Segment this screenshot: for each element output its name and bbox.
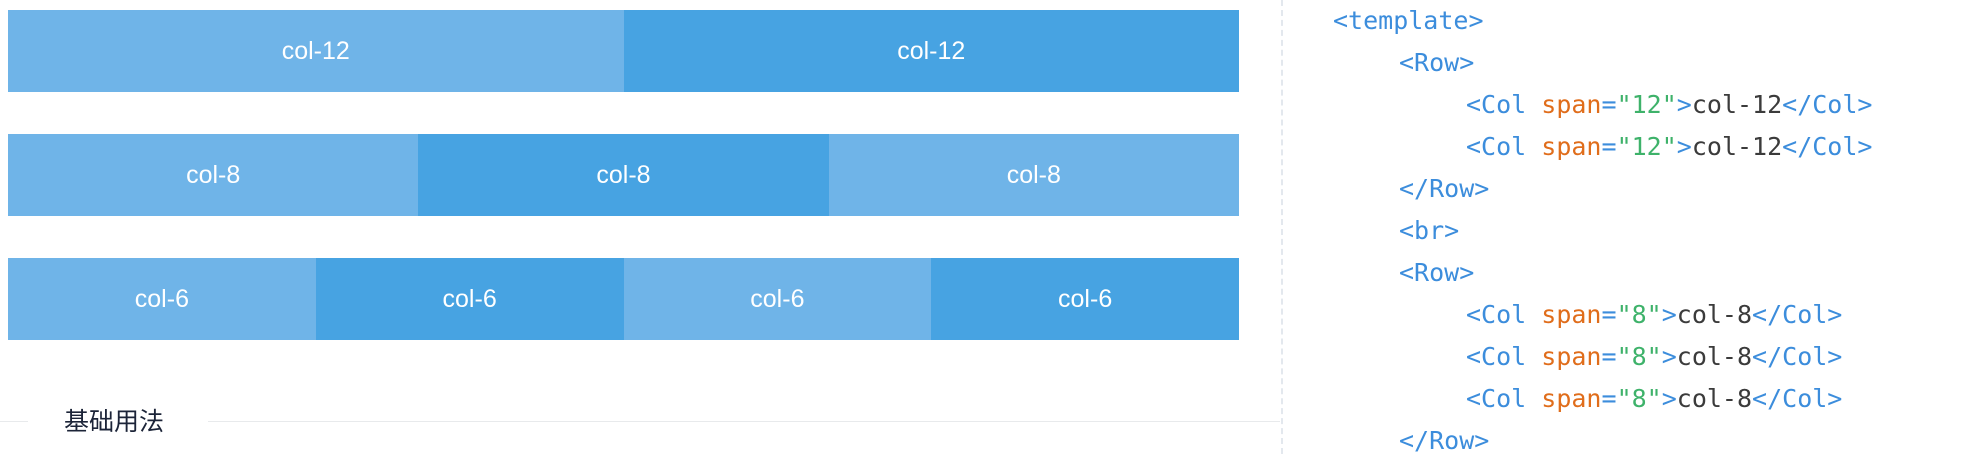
code-tag: </Row> xyxy=(1399,426,1490,454)
code-text: col-8 xyxy=(1676,300,1753,329)
code-eq: = xyxy=(1601,300,1617,329)
code-value: "8" xyxy=(1616,300,1662,329)
code-attr: span xyxy=(1541,300,1602,329)
code-line: <template> xyxy=(1333,0,1484,42)
code-tag: > xyxy=(1676,132,1692,161)
code-tag: > xyxy=(1661,342,1677,371)
code-tag: </Col> xyxy=(1752,342,1843,371)
section-divider-right xyxy=(208,421,1280,422)
grid-row-span-6: col-6 col-6 col-6 col-6 xyxy=(8,258,1239,340)
panel-separator xyxy=(1281,0,1283,454)
code-value: "12" xyxy=(1616,132,1677,161)
code-eq: = xyxy=(1601,342,1617,371)
code-text: col-8 xyxy=(1676,384,1753,413)
grid-col-6: col-6 xyxy=(931,258,1239,340)
grid-col-12: col-12 xyxy=(623,10,1239,92)
code-line: <Col span="8">col-8</Col> xyxy=(1466,336,1842,378)
code-tag: <Row> xyxy=(1399,258,1475,287)
code-value: "8" xyxy=(1616,342,1662,371)
grid-col-8: col-8 xyxy=(418,134,829,216)
code-line: </Row> xyxy=(1399,420,1489,454)
code-tag: <Row> xyxy=(1399,48,1475,77)
code-tag: </Col> xyxy=(1782,90,1873,119)
code-tag: </Col> xyxy=(1782,132,1873,161)
code-line: </Row> xyxy=(1399,168,1489,210)
section-divider-left xyxy=(0,421,28,422)
code-tag: <Col xyxy=(1466,384,1527,413)
code-attr: span xyxy=(1541,132,1602,161)
code-text: col-12 xyxy=(1691,132,1783,161)
code-value: "12" xyxy=(1616,90,1677,119)
code-line: <Col span="12">col-12</Col> xyxy=(1466,126,1872,168)
grid-col-12: col-12 xyxy=(8,10,624,92)
code-eq: = xyxy=(1601,90,1617,119)
code-tag: <Col xyxy=(1466,132,1527,161)
code-line: <Col span="8">col-8</Col> xyxy=(1466,294,1842,336)
code-tag: <br> xyxy=(1399,216,1460,245)
code-tag: > xyxy=(1676,90,1692,119)
code-attr: span xyxy=(1541,342,1602,371)
code-line: <br> xyxy=(1399,210,1459,252)
code-panel: <template> <Row> <Col span="12">col-12</… xyxy=(1283,0,1988,454)
code-tag: > xyxy=(1661,384,1677,413)
grid-col-6: col-6 xyxy=(8,258,316,340)
code-tag: > xyxy=(1661,300,1677,329)
grid-row-span-12: col-12 col-12 xyxy=(8,10,1239,92)
code-tag: </Row> xyxy=(1399,174,1490,203)
code-line: <Col span="8">col-8</Col> xyxy=(1466,378,1842,420)
grid-demo-panel: col-12 col-12 col-8 col-8 col-8 col-6 co… xyxy=(0,10,1280,436)
code-attr: span xyxy=(1541,90,1602,119)
section-title: 基础用法 xyxy=(64,407,165,436)
code-text: col-12 xyxy=(1691,90,1783,119)
code-tag: </Col> xyxy=(1752,384,1843,413)
code-tag: </Col> xyxy=(1752,300,1843,329)
grid-col-6: col-6 xyxy=(315,258,624,340)
code-tag: <Col xyxy=(1466,300,1527,329)
code-tag: <template> xyxy=(1333,6,1484,35)
grid-col-6: col-6 xyxy=(623,258,932,340)
grid-row-span-8: col-8 col-8 col-8 xyxy=(8,134,1239,216)
code-line: <Col span="12">col-12</Col> xyxy=(1466,84,1872,126)
code-eq: = xyxy=(1601,132,1617,161)
code-line: <Row> xyxy=(1399,252,1474,294)
code-line: <Row> xyxy=(1399,42,1474,84)
code-tag: <Col xyxy=(1466,342,1527,371)
code-eq: = xyxy=(1601,384,1617,413)
code-attr: span xyxy=(1541,384,1602,413)
code-text: col-8 xyxy=(1676,342,1753,371)
code-value: "8" xyxy=(1616,384,1662,413)
grid-col-8: col-8 xyxy=(828,134,1239,216)
code-tag: <Col xyxy=(1466,90,1527,119)
grid-col-8: col-8 xyxy=(8,134,419,216)
